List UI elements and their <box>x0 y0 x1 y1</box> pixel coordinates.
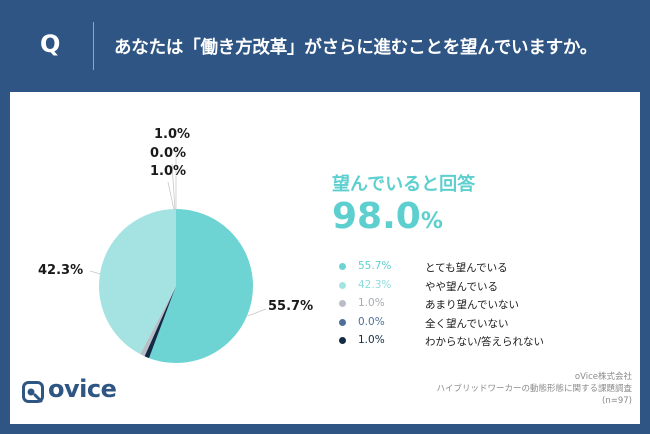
legend-dot <box>339 263 346 270</box>
ovice-logo-icon <box>22 381 44 403</box>
pie-label-somewhat: 42.3% <box>38 263 84 278</box>
legend-item-dont-know: 1.0% わからない/答えられない <box>332 334 632 353</box>
pie-slice-not-much <box>140 286 176 357</box>
legend-label: 全く望んでいない <box>425 317 509 330</box>
source-survey: ハイブリッドワーカーの動態形態に関する課題調査 <box>436 384 632 394</box>
summary-unit: % <box>420 209 443 234</box>
source-note: oVice株式会社 ハイブリッドワーカーの動態形態に関する課題調査 (n=97) <box>437 371 632 407</box>
legend-item-not-at-all: 0.0% 全く望んでいない <box>332 316 632 335</box>
legend-dot <box>339 318 346 326</box>
legend-dot <box>339 300 346 307</box>
legend-value: 42.3% <box>358 278 392 291</box>
legend-dot <box>339 281 346 289</box>
ovice-logo-text: ovice <box>48 375 117 403</box>
pie-label-dont-know: 1.0% <box>154 127 191 142</box>
leader-very-much <box>247 308 267 317</box>
legend-label: やや望んでいる <box>425 280 498 293</box>
legend-dot <box>339 337 346 344</box>
legend: 55.7% とても望んでいる 42.3% やや望んでいる 1.0% あまり望んでいない 0.… <box>332 260 632 353</box>
pie-slice-somewhat <box>98 209 176 355</box>
leader-small-b <box>171 163 176 211</box>
legend-label: あまり望んでいない <box>425 299 519 311</box>
legend-label: とても望んでいる <box>425 262 508 274</box>
legend-value: 1.0% <box>358 297 385 309</box>
legend-value: 0.0% <box>358 315 385 328</box>
pie-slice-dont-know <box>144 286 176 359</box>
summary-value: 98.0% <box>332 196 443 237</box>
pie-label-very-much: 55.7% <box>268 299 314 314</box>
source-company: oVice株式会社 <box>574 372 632 382</box>
question-header: Q あなたは「働き方改革」がさらに進むことを望んでいますか。 <box>0 0 650 92</box>
legend-value: 1.0% <box>358 334 385 346</box>
q-label: Q <box>40 30 61 58</box>
legend-item-very-much: 55.7% とても望んでいる <box>332 260 632 279</box>
leader-somewhat <box>89 270 101 275</box>
leader-small-a <box>167 181 175 211</box>
pie-slice-very-much <box>149 209 253 363</box>
legend-item-somewhat: 42.3% やや望んでいる <box>332 279 632 298</box>
legend-label: わからない/答えられない <box>425 336 545 348</box>
legend-value: 55.7% <box>358 260 392 272</box>
header-divider <box>93 22 94 70</box>
legend-item-not-much: 1.0% あまり望んでいない <box>332 297 632 316</box>
summary-headline: 望んでいると回答 <box>332 174 476 195</box>
question-text: あなたは「働き方改革」がさらに進むことを望んでいますか。 <box>114 38 598 58</box>
summary-number: 98.0 <box>332 196 421 237</box>
source-n: (n=97) <box>602 396 632 406</box>
result-card: 55.7% 42.3% 1.0% 0.0% 1.0% 望んでいると回答 98.0… <box>10 92 640 424</box>
pie-label-not-at-all: 0.0% <box>150 146 187 161</box>
pie-chart <box>89 146 267 363</box>
pie-label-not-much: 1.0% <box>150 164 187 179</box>
